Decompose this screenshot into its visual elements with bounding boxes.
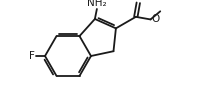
Text: O: O — [152, 14, 160, 24]
Text: NH₂: NH₂ — [87, 0, 107, 8]
Text: F: F — [29, 51, 35, 61]
Text: O: O — [134, 0, 142, 2]
